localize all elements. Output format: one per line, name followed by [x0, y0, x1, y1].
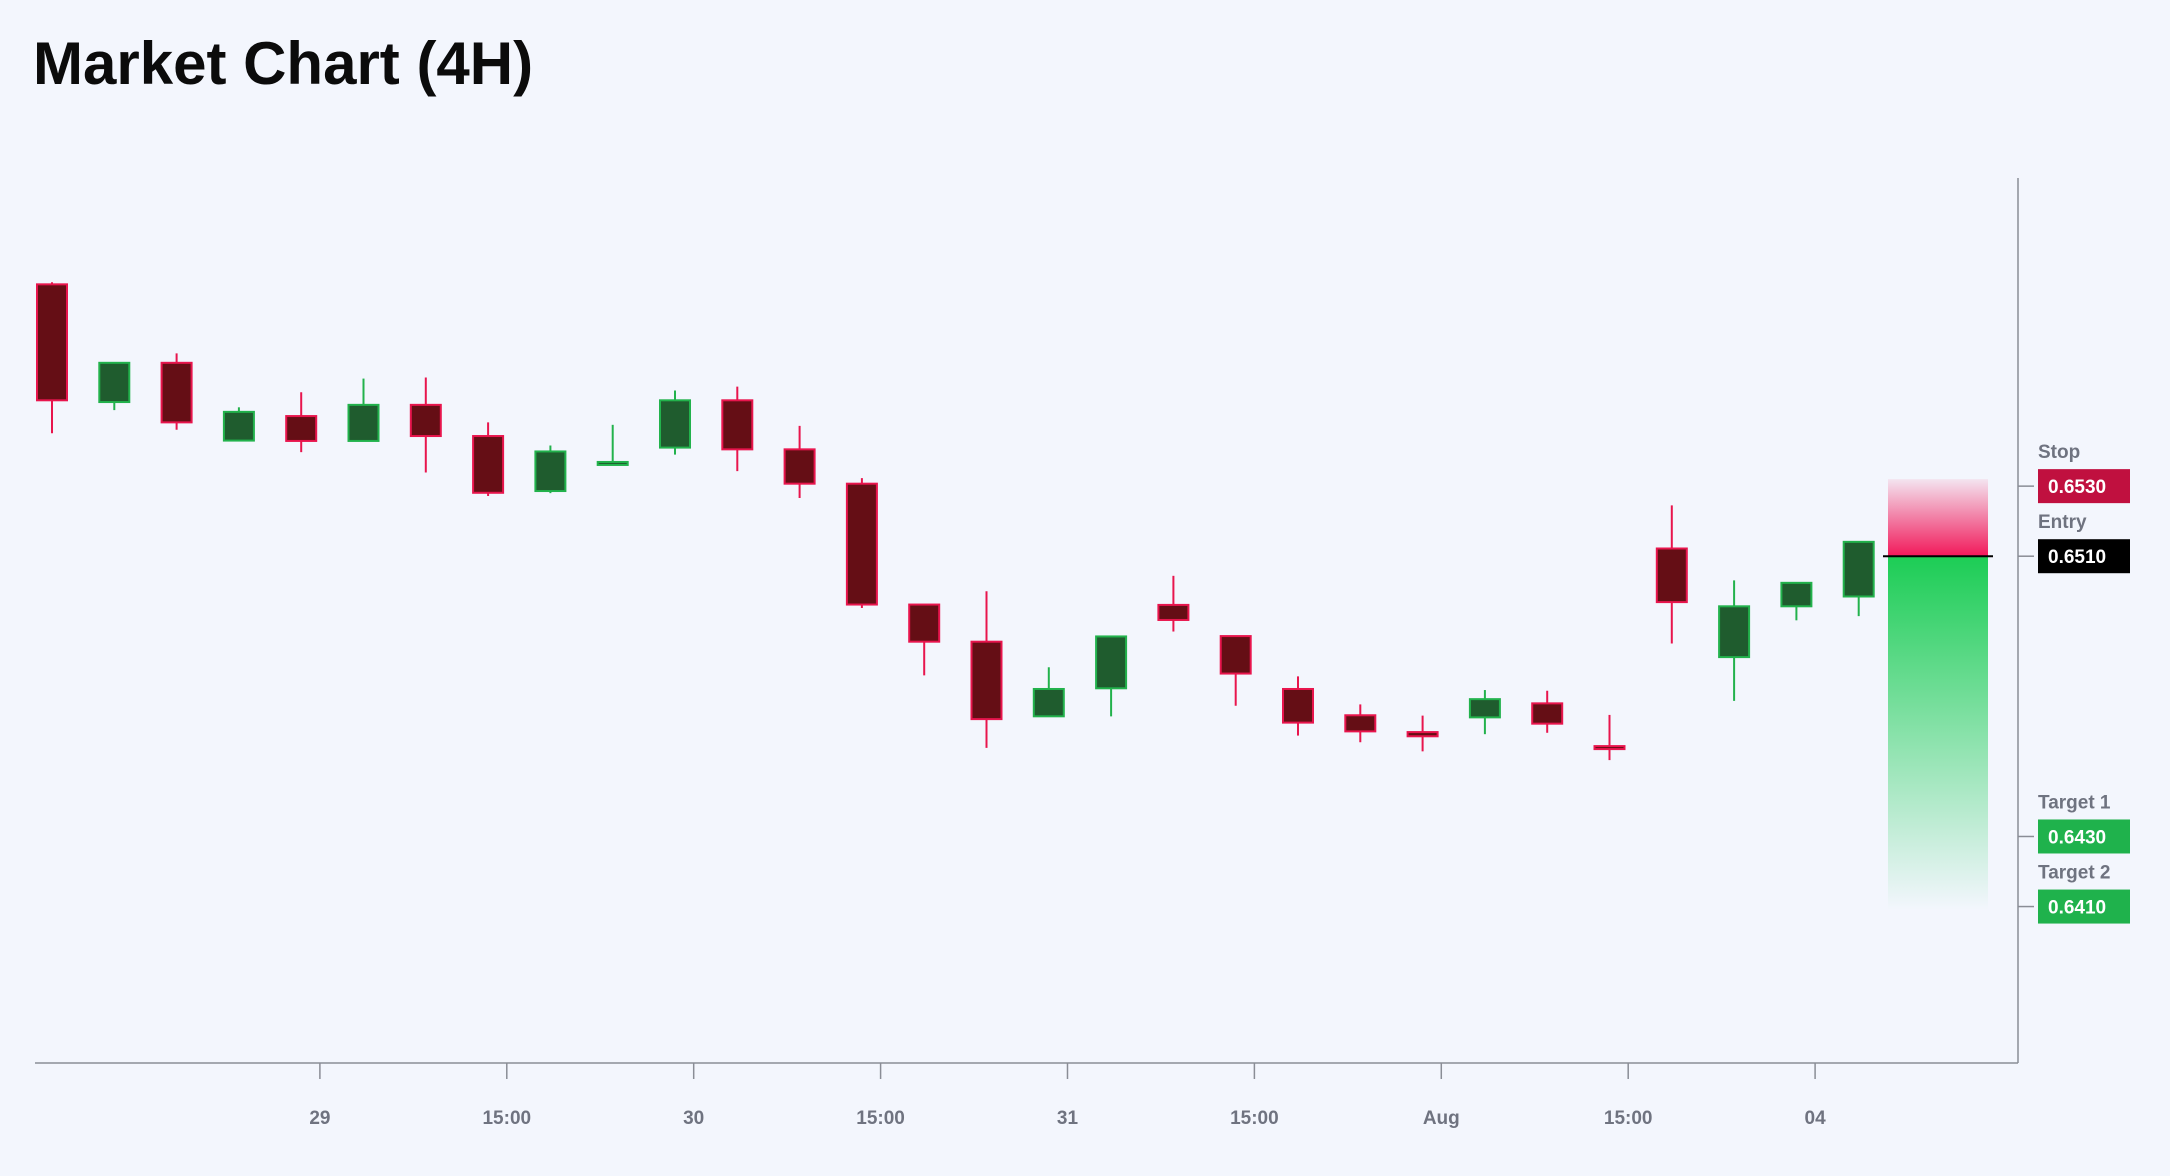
candle — [970, 591, 1003, 748]
price-level-badge — [2038, 539, 2130, 574]
candle — [1780, 581, 1813, 621]
candle — [36, 282, 68, 434]
candle-body — [1593, 745, 1626, 751]
candle-body — [36, 283, 68, 402]
candle-body — [472, 435, 505, 494]
candle-body — [1282, 687, 1314, 724]
price-level: Stop 0.6530 — [2018, 442, 2130, 504]
x-tick-label: 15:00 — [1604, 1108, 1653, 1129]
candle-body — [659, 399, 691, 449]
candle — [721, 386, 754, 472]
candle-body — [160, 361, 193, 424]
candle-body — [1032, 687, 1065, 718]
candle-body — [721, 399, 754, 451]
price-level-value: 0.6410 — [2048, 898, 2106, 919]
candle — [534, 445, 567, 494]
candle-body — [970, 640, 1003, 721]
candle — [1718, 580, 1751, 701]
candle-body — [1842, 540, 1875, 598]
candle-body — [908, 603, 941, 643]
price-level-badge — [2038, 819, 2130, 854]
candle-body — [285, 415, 318, 442]
candle — [1468, 690, 1501, 735]
candle — [1406, 715, 1439, 752]
price-level-name: Stop — [2038, 442, 2080, 463]
candle-body — [1780, 581, 1813, 608]
candle — [845, 478, 878, 609]
candle-body — [1655, 547, 1688, 604]
candle — [1842, 540, 1875, 617]
candle-body — [222, 410, 255, 442]
candle — [1531, 690, 1564, 733]
x-tick-label: 15:00 — [482, 1108, 531, 1129]
x-tick-label: 04 — [1805, 1108, 1827, 1129]
candle — [1219, 635, 1252, 706]
candle — [160, 353, 193, 430]
candle — [98, 361, 131, 411]
candle-body — [1468, 698, 1501, 719]
candle — [1157, 575, 1190, 632]
candle — [1095, 635, 1128, 717]
price-level-name: Target 2 — [2038, 863, 2111, 884]
stop-zone — [1888, 479, 1988, 557]
position-zones — [1883, 479, 1993, 911]
target-zone — [1888, 556, 1988, 911]
candle — [409, 377, 442, 473]
candle — [1282, 676, 1314, 736]
price-level-value: 0.6430 — [2048, 827, 2106, 848]
candle — [783, 425, 816, 499]
candle — [347, 378, 380, 442]
candle — [1655, 505, 1688, 644]
chart-title: Market Chart (4H) — [33, 30, 534, 97]
candle — [659, 390, 691, 455]
price-level-value: 0.6510 — [2048, 547, 2106, 568]
price-level: Target 1 0.6430 — [2018, 792, 2130, 854]
candle-body — [1344, 714, 1377, 733]
x-tick-label: 15:00 — [856, 1108, 905, 1129]
candle — [285, 392, 318, 453]
candle — [1593, 714, 1626, 761]
candle-body — [1406, 731, 1439, 738]
x-tick-label: 30 — [683, 1108, 704, 1129]
candle-body — [409, 403, 442, 438]
candle-body — [596, 460, 629, 466]
candle — [1032, 667, 1065, 718]
price-level: Entry 0.6510 — [2018, 512, 2130, 574]
candle — [472, 422, 505, 496]
candle — [222, 407, 255, 442]
candle-body — [783, 448, 816, 485]
candle — [908, 603, 941, 676]
price-level-name: Entry — [2038, 512, 2087, 533]
candles — [36, 282, 1875, 761]
x-tick-label: Aug — [1423, 1108, 1460, 1129]
price-level-value: 0.6530 — [2048, 477, 2106, 498]
candle — [596, 424, 629, 466]
candle-body — [1157, 603, 1190, 621]
x-tick-label: 31 — [1057, 1108, 1079, 1129]
candle-body — [1219, 635, 1252, 675]
candle — [1344, 704, 1377, 743]
candle-body — [534, 450, 567, 493]
x-tick-label: 29 — [309, 1108, 330, 1129]
axes: 29 15:00 30 15:00 31 15:00 Aug 15:00 04 — [35, 178, 2019, 1129]
price-level: Target 2 0.6410 — [2018, 863, 2130, 924]
price-level-name: Target 1 — [2038, 792, 2111, 813]
candle-body — [1531, 702, 1564, 725]
candle-body — [347, 403, 380, 442]
price-level-badge — [2038, 889, 2130, 924]
candle-body — [98, 361, 131, 404]
price-level-badge — [2038, 469, 2130, 504]
candle-body — [1718, 605, 1751, 659]
candle-body — [845, 482, 878, 606]
candle-body — [1095, 635, 1128, 690]
x-tick-label: 15:00 — [1230, 1108, 1279, 1129]
